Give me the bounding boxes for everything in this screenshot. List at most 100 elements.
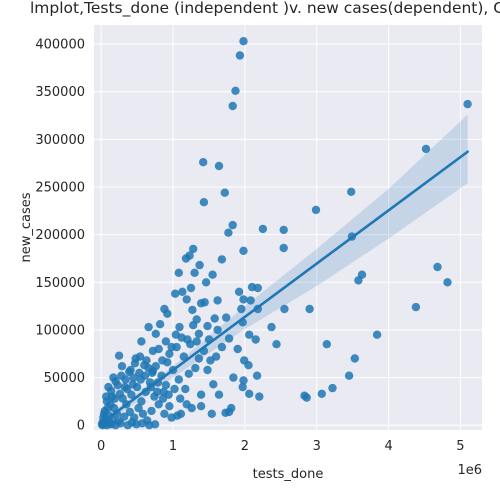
data-point	[244, 361, 253, 370]
data-point	[221, 408, 230, 417]
data-point	[151, 329, 160, 338]
data-point	[120, 412, 129, 421]
data-point	[302, 393, 311, 402]
data-point	[199, 158, 208, 167]
data-point	[164, 390, 173, 399]
data-point	[280, 304, 289, 314]
data-point	[134, 403, 143, 413]
data-point	[253, 283, 262, 293]
data-point	[165, 402, 174, 411]
data-point	[178, 287, 187, 296]
data-point	[194, 354, 204, 363]
data-point	[113, 381, 122, 390]
data-point	[150, 420, 160, 429]
data-point	[350, 354, 359, 363]
data-point	[279, 225, 288, 235]
data-point	[224, 334, 234, 343]
x-tick-label: 4	[384, 439, 392, 454]
data-point	[161, 337, 171, 346]
data-point	[160, 409, 169, 418]
data-point	[196, 390, 206, 399]
data-point	[279, 243, 288, 253]
data-point	[191, 363, 200, 373]
data-point	[199, 198, 209, 207]
data-point	[267, 322, 276, 332]
data-point	[122, 384, 132, 394]
data-point	[344, 371, 354, 380]
y-tick-label: 350000	[35, 85, 85, 100]
data-point	[165, 349, 174, 358]
data-point	[140, 371, 150, 380]
data-point	[137, 419, 147, 428]
data-point	[201, 278, 211, 287]
y-tick-label: 400000	[35, 38, 85, 53]
regression-line	[99, 150, 469, 425]
data-point	[116, 419, 125, 428]
chart-title: lmplot,Tests_done (independent )v. new c…	[30, 0, 500, 18]
data-point	[229, 373, 238, 382]
y-tick-label: 250000	[35, 181, 85, 196]
data-point	[148, 368, 157, 377]
data-point	[104, 382, 113, 392]
data-point	[161, 381, 171, 390]
data-point	[115, 389, 125, 398]
data-point	[130, 359, 140, 368]
data-point	[144, 322, 153, 332]
data-point	[147, 406, 156, 416]
data-point	[172, 342, 181, 352]
data-point	[121, 375, 130, 384]
data-point	[239, 246, 248, 255]
y-tick-label: 50000	[44, 371, 85, 386]
data-point	[228, 101, 237, 111]
data-point	[184, 369, 193, 378]
data-point	[208, 270, 217, 279]
data-point	[239, 295, 248, 304]
data-point	[171, 289, 180, 298]
data-point	[239, 376, 248, 385]
data-point	[170, 384, 179, 394]
data-point	[181, 384, 190, 394]
data-point	[228, 220, 237, 230]
x-tick-label: 5	[456, 439, 464, 454]
data-point	[153, 387, 162, 397]
data-point	[174, 375, 183, 384]
data-point	[214, 390, 224, 399]
data-point	[179, 352, 188, 361]
data-point	[421, 144, 431, 154]
data-point	[217, 255, 227, 264]
data-point	[154, 344, 163, 354]
data-point	[235, 51, 245, 60]
data-point	[354, 276, 363, 285]
data-point	[251, 335, 260, 344]
y-tick-label: 100000	[35, 323, 85, 338]
data-point	[196, 402, 206, 411]
data-point	[252, 371, 262, 380]
data-point	[443, 278, 452, 287]
data-point	[317, 389, 326, 398]
data-point	[126, 365, 135, 375]
x-tick-label: 1	[169, 439, 177, 454]
data-point	[181, 254, 191, 263]
data-point	[347, 187, 356, 196]
data-point	[217, 342, 227, 352]
y-tick-label: 200000	[35, 228, 85, 243]
data-point	[411, 302, 421, 312]
data-point	[245, 330, 254, 339]
x-axis-offset-label: 1e6	[457, 463, 482, 478]
data-point	[238, 382, 247, 392]
data-point	[106, 400, 115, 409]
data-point	[372, 330, 382, 339]
x-tick-label: 2	[241, 439, 249, 454]
data-point	[213, 296, 222, 305]
x-tick-label: 3	[313, 439, 321, 454]
y-axis-label: new_cases	[19, 192, 34, 262]
data-point	[189, 321, 198, 330]
data-point	[128, 380, 137, 389]
data-point	[463, 99, 472, 109]
data-point	[158, 356, 167, 365]
data-point	[214, 161, 224, 171]
data-point	[239, 37, 248, 46]
data-point	[234, 287, 244, 296]
